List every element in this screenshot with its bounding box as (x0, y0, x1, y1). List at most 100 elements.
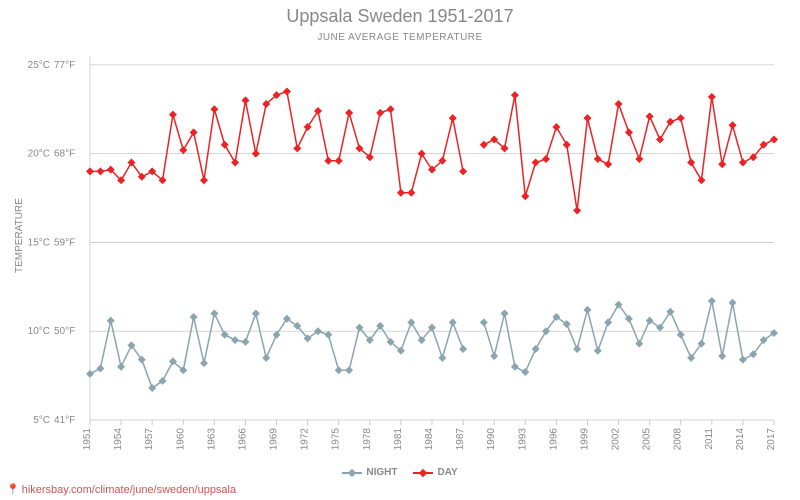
night-series-marker (210, 309, 218, 317)
svg-text:77°F: 77°F (54, 60, 75, 71)
svg-text:1987: 1987 (455, 428, 466, 451)
svg-text:2014: 2014 (735, 428, 746, 451)
day-series-marker (532, 159, 540, 167)
day-series-marker (615, 100, 623, 108)
day-series-marker (677, 114, 685, 122)
day-series-line (484, 95, 774, 210)
legend-marker-day (413, 472, 433, 474)
svg-text:2005: 2005 (642, 428, 653, 451)
day-series-marker (697, 176, 705, 184)
svg-text:2008: 2008 (673, 428, 684, 451)
day-series-marker (304, 123, 312, 131)
night-series-marker (324, 331, 332, 339)
svg-text:68°F: 68°F (54, 149, 75, 160)
legend-item-day[interactable]: DAY (413, 467, 457, 478)
day-series-marker (552, 123, 560, 131)
legend-label-day: DAY (437, 467, 457, 478)
night-series-marker (107, 317, 115, 325)
svg-text:1984: 1984 (424, 428, 435, 451)
day-series-marker (449, 114, 457, 122)
svg-text:1978: 1978 (362, 428, 373, 451)
night-series-marker (96, 365, 104, 373)
svg-text:1960: 1960 (175, 428, 186, 451)
day-series-marker (708, 93, 716, 101)
legend: NIGHT DAY (0, 466, 800, 479)
night-series-line (484, 301, 774, 372)
night-series-marker (677, 331, 685, 339)
svg-text:1957: 1957 (144, 428, 155, 451)
day-series-marker (252, 150, 260, 158)
day-series-marker (169, 111, 177, 119)
night-series-marker (666, 308, 674, 316)
svg-text:2011: 2011 (704, 428, 715, 450)
night-series-marker (335, 366, 343, 374)
svg-text:1969: 1969 (269, 428, 280, 451)
night-series-marker (252, 309, 260, 317)
day-series-marker (480, 141, 488, 149)
day-series-marker (314, 107, 322, 115)
day-series-marker (604, 160, 612, 168)
night-series-marker (594, 347, 602, 355)
day-series-marker (335, 157, 343, 165)
day-series-marker (345, 109, 353, 117)
day-series-marker (542, 155, 550, 163)
day-series-marker (283, 88, 291, 96)
svg-text:5°C: 5°C (33, 415, 50, 426)
svg-text:59°F: 59°F (54, 237, 75, 248)
legend-label-night: NIGHT (366, 467, 397, 478)
night-series-marker (532, 345, 540, 353)
day-series-marker (656, 135, 664, 143)
legend-item-night[interactable]: NIGHT (342, 467, 397, 478)
svg-text:1996: 1996 (548, 428, 559, 451)
day-series-marker (86, 167, 94, 175)
svg-text:2002: 2002 (611, 428, 622, 451)
day-series-marker (635, 155, 643, 163)
svg-text:1975: 1975 (331, 428, 342, 451)
day-series-marker (293, 144, 301, 152)
night-series-marker (480, 318, 488, 326)
night-series-marker (521, 368, 529, 376)
night-series-line (90, 313, 463, 388)
night-series-marker (573, 345, 581, 353)
day-series-marker (770, 135, 778, 143)
footer-link[interactable]: 📍hikersbay.com/climate/june/sweden/uppsa… (6, 483, 236, 496)
svg-text:1993: 1993 (517, 428, 528, 451)
night-series-marker (438, 354, 446, 362)
night-series-marker (501, 309, 509, 317)
svg-text:1966: 1966 (237, 428, 248, 451)
day-series-marker (573, 206, 581, 214)
day-series-marker (397, 189, 405, 197)
night-series-marker (190, 313, 198, 321)
svg-text:15°C: 15°C (28, 237, 50, 248)
day-series-marker (511, 91, 519, 99)
svg-text:50°F: 50°F (54, 326, 75, 337)
plot-area: 5°C41°F10°C50°F15°C59°F20°C68°F25°C77°F1… (0, 0, 800, 500)
night-series-marker (718, 352, 726, 360)
day-series-marker (687, 159, 695, 167)
day-series-marker (739, 159, 747, 167)
night-series-marker (86, 370, 94, 378)
day-series-marker (96, 167, 104, 175)
day-series-marker (387, 105, 395, 113)
day-series-marker (563, 141, 571, 149)
day-series-marker (521, 192, 529, 200)
svg-text:2017: 2017 (766, 428, 777, 451)
day-series-marker (718, 160, 726, 168)
day-series-marker (646, 112, 654, 120)
pin-icon: 📍 (6, 484, 20, 496)
day-series-line (90, 92, 463, 193)
day-series-marker (221, 141, 229, 149)
night-series-marker (583, 306, 591, 314)
night-series-marker (273, 331, 281, 339)
night-series-marker (511, 363, 519, 371)
night-series-marker (345, 366, 353, 374)
night-series-marker (221, 331, 229, 339)
day-series-marker (729, 121, 737, 129)
night-series-marker (729, 299, 737, 307)
legend-marker-night (342, 472, 362, 474)
day-series-marker (418, 150, 426, 158)
svg-text:1951: 1951 (82, 428, 93, 451)
svg-text:25°C: 25°C (28, 60, 50, 71)
day-series-marker (625, 128, 633, 136)
svg-text:1954: 1954 (113, 428, 124, 451)
